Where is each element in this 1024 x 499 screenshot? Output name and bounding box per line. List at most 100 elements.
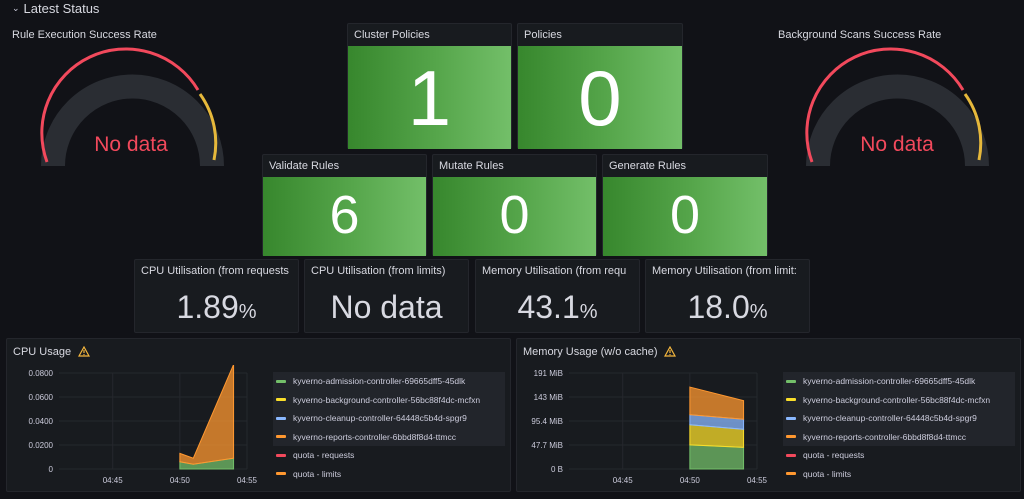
- stat-unit: %: [238, 301, 257, 323]
- panel-title: CPU Usage: [13, 346, 72, 358]
- stat-value: 18.0%: [646, 289, 809, 326]
- warning-icon[interactable]: [664, 346, 676, 357]
- legend-label: kyverno-admission-controller-69665dff5-4…: [293, 376, 466, 387]
- legend-label: kyverno-background-controller-56bc88f4dc…: [293, 394, 481, 405]
- panel-title: Mutate Rules: [439, 160, 504, 172]
- stat-panel-cpu-util-requests[interactable]: CPU Utilisation (from requests 1.89%: [134, 259, 299, 333]
- legend-swatch: [276, 398, 286, 402]
- y-tick-label: 0: [49, 465, 54, 474]
- x-tick-label: 04:55: [747, 476, 768, 485]
- stat-background: 0: [433, 177, 596, 256]
- legend-item[interactable]: kyverno-background-controller-56bc88f4dc…: [783, 390, 1015, 409]
- gauge-arc: [805, 47, 989, 167]
- panel-title: Memory Utilisation (from requ: [482, 265, 627, 277]
- stat-panel-cpu-util-limits[interactable]: CPU Utilisation (from limits) No data: [304, 259, 469, 333]
- timeseries-panel-memory-usage[interactable]: Memory Usage (w/o cache) 191 MiB 143 MiB 9…: [516, 338, 1021, 492]
- stat-unit: %: [579, 301, 598, 323]
- legend-swatch: [276, 435, 286, 439]
- y-tick-label: 143 MiB: [534, 393, 563, 402]
- legend-item[interactable]: quota - limits: [783, 465, 1015, 484]
- y-tick-label: 0.0400: [29, 417, 54, 426]
- stat-panel-policies[interactable]: Policies 0: [517, 23, 683, 149]
- panel-title: Memory Utilisation (from limit:: [652, 265, 797, 277]
- timeseries-panel-cpu-usage[interactable]: CPU Usage 0.0800 0.0600 0.0400 0.0200 0 04:45…: [6, 338, 511, 492]
- legend-item[interactable]: kyverno-reports-controller-6bbd8f8d4-ttm…: [273, 427, 505, 446]
- chevron-down-icon[interactable]: ⌄: [12, 2, 20, 13]
- gauge-value: No data: [94, 133, 168, 156]
- stat-panel-mem-util-limits[interactable]: Memory Utilisation (from limit: 18.0%: [645, 259, 810, 333]
- legend-item[interactable]: kyverno-admission-controller-69665dff5-4…: [783, 372, 1015, 391]
- stat-unit: %: [749, 301, 768, 323]
- legend-swatch: [786, 416, 796, 420]
- x-tick-label: 04:55: [237, 476, 258, 485]
- gauge-panel-background-scans: Background Scans Success Rate No data: [766, 22, 1024, 182]
- memory-chart-legend: kyverno-admission-controller-69665dff5-4…: [783, 372, 1015, 483]
- stat-background: 0: [603, 177, 767, 256]
- x-tick-label: 04:45: [613, 476, 634, 485]
- cpu-chart-legend: kyverno-admission-controller-69665dff5-4…: [273, 372, 505, 483]
- legend-label: kyverno-reports-controller-6bbd8f8d4-ttm…: [803, 431, 966, 442]
- panel-title: Background Scans Success Rate: [778, 29, 942, 41]
- stat-panel-mem-util-requests[interactable]: Memory Utilisation (from requ 43.1%: [475, 259, 640, 333]
- series-area: [179, 365, 235, 465]
- stat-number: 1.89: [176, 289, 239, 325]
- stat-number: 18.0: [687, 289, 750, 325]
- y-tick-label: 0 B: [551, 465, 563, 474]
- gauge-panel-rule-execution: Rule Execution Success Rate No data: [0, 22, 240, 182]
- x-tick-label: 04:50: [170, 476, 191, 485]
- x-tick-label: 04:50: [680, 476, 701, 485]
- legend-label: kyverno-reports-controller-6bbd8f8d4-ttm…: [293, 431, 456, 442]
- cpu-chart-plot[interactable]: 0.0800 0.0600 0.0400 0.0200 0 04:45 04:50 04:55: [7, 365, 262, 490]
- legend-swatch: [276, 472, 286, 476]
- legend-item[interactable]: kyverno-admission-controller-69665dff5-4…: [273, 372, 505, 391]
- series-area: [689, 386, 745, 420]
- series-area: [689, 444, 745, 470]
- row-header-latest-status[interactable]: ⌄ Latest Status: [12, 0, 99, 16]
- legend-swatch: [276, 453, 286, 457]
- stat-value: 0: [578, 54, 622, 142]
- legend-item[interactable]: kyverno-reports-controller-6bbd8f8d4-ttm…: [783, 427, 1015, 446]
- legend-swatch: [786, 379, 796, 383]
- stat-value: 0: [499, 185, 530, 245]
- legend-label: kyverno-background-controller-56bc88f4dc…: [803, 394, 991, 405]
- y-tick-label: 0.0200: [29, 441, 54, 450]
- gauge-arc: [40, 47, 224, 167]
- panel-title: Memory Usage (w/o cache): [523, 346, 658, 358]
- legend-label: quota - requests: [803, 450, 865, 461]
- legend-swatch: [786, 472, 796, 476]
- panel-title: Validate Rules: [269, 160, 340, 172]
- stat-panel-generate-rules[interactable]: Generate Rules 0: [602, 154, 768, 256]
- stat-number: 43.1: [517, 289, 580, 325]
- stat-panel-mutate-rules[interactable]: Mutate Rules 0: [432, 154, 597, 256]
- stat-value: 1: [407, 54, 452, 142]
- x-tick-label: 04:45: [103, 476, 124, 485]
- y-tick-label: 95.4 MiB: [531, 417, 563, 426]
- stat-background: 6: [263, 177, 426, 256]
- y-tick-label: 191 MiB: [534, 369, 563, 378]
- legend-swatch: [786, 435, 796, 439]
- stat-value: No data: [305, 289, 468, 326]
- stat-background: 0: [518, 46, 682, 149]
- legend-label: quota - limits: [803, 468, 852, 479]
- panel-title: Cluster Policies: [354, 29, 430, 41]
- legend-item[interactable]: kyverno-background-controller-56bc88f4dc…: [273, 390, 505, 409]
- gauge-value: No data: [860, 133, 934, 156]
- stat-value: 43.1%: [476, 289, 639, 326]
- legend-item[interactable]: kyverno-cleanup-controller-64448c5b4d-sp…: [273, 409, 505, 428]
- legend-item[interactable]: quota - requests: [273, 446, 505, 465]
- memory-chart-plot[interactable]: 191 MiB 143 MiB 95.4 MiB 47.7 MiB 0 B 04:45 04…: [517, 365, 772, 490]
- legend-item[interactable]: kyverno-cleanup-controller-64448c5b4d-sp…: [783, 409, 1015, 428]
- stat-value: 6: [329, 185, 360, 245]
- legend-item[interactable]: quota - limits: [273, 465, 505, 484]
- stat-panel-validate-rules[interactable]: Validate Rules 6: [262, 154, 427, 256]
- stat-value: 1.89%: [135, 289, 298, 326]
- warning-icon[interactable]: [78, 346, 90, 357]
- row-title: Latest Status: [23, 0, 100, 16]
- y-tick-label: 47.7 MiB: [531, 441, 563, 450]
- legend-item[interactable]: quota - requests: [783, 446, 1015, 465]
- legend-label: kyverno-admission-controller-69665dff5-4…: [803, 376, 976, 387]
- panel-title: Rule Execution Success Rate: [12, 29, 157, 41]
- stat-panel-cluster-policies[interactable]: Cluster Policies 1: [347, 23, 512, 149]
- legend-swatch: [786, 398, 796, 402]
- stat-value: 0: [669, 185, 701, 245]
